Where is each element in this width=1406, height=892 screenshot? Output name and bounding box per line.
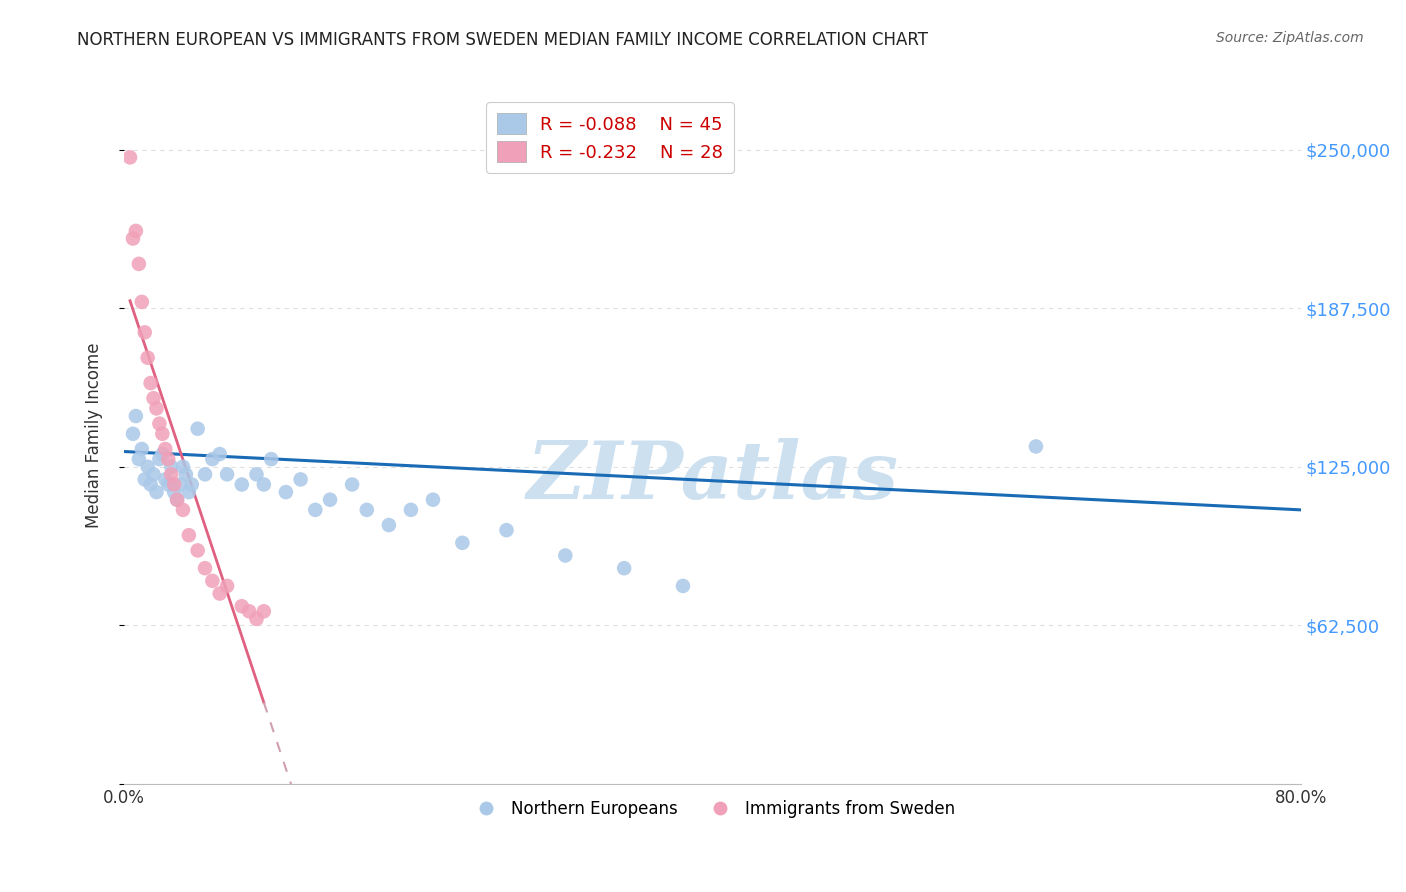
Point [194,467,217,482]
Point [174,467,197,482]
Point [180,477,202,491]
Point [155,472,177,486]
Point [157,477,180,491]
Point [172,503,194,517]
Point [148,417,170,431]
Point [131,442,153,456]
Point [139,376,162,390]
Point [201,452,224,467]
Point [125,409,148,423]
Point [125,224,148,238]
Point [131,294,153,309]
Point [201,574,224,588]
Point [163,477,186,491]
Point [155,442,177,456]
Point [554,549,576,563]
Point [166,492,188,507]
Point [290,472,312,486]
Text: Source: ZipAtlas.com: Source: ZipAtlas.com [1216,31,1364,45]
Point [245,612,267,626]
Point [208,447,231,461]
Text: ZIPatlas: ZIPatlas [526,438,898,516]
Point [169,477,191,491]
Point [150,426,173,441]
Point [187,422,209,436]
Point [166,492,188,507]
Point [177,485,200,500]
Point [231,599,253,614]
Point [274,485,297,500]
Point [172,459,194,474]
Point [613,561,636,575]
Point [157,452,180,467]
Point [148,452,170,467]
Point [245,467,267,482]
Point [122,426,145,441]
Point [128,257,150,271]
Point [118,150,141,164]
Point [150,447,173,461]
Point [136,459,159,474]
Point [304,503,326,517]
Point [177,528,200,542]
Point [238,604,260,618]
Point [208,586,231,600]
Text: NORTHERN EUROPEAN VS IMMIGRANTS FROM SWEDEN MEDIAN FAMILY INCOME CORRELATION CHA: NORTHERN EUROPEAN VS IMMIGRANTS FROM SWE… [77,31,928,49]
Point [451,536,474,550]
Point [378,518,401,533]
Point [672,579,695,593]
Point [319,492,342,507]
Point [187,543,209,558]
Point [253,477,276,491]
Point [260,452,283,467]
Point [139,477,162,491]
Point [160,467,183,482]
Point [217,579,239,593]
Point [340,477,363,491]
Point [422,492,444,507]
Point [142,391,165,405]
Point [134,472,156,486]
Point [399,503,422,517]
Point [495,523,517,537]
Point [122,231,145,245]
Point [142,467,165,482]
Point [134,326,156,340]
Point [217,467,239,482]
Point [160,459,183,474]
Point [128,452,150,467]
Point [253,604,276,618]
Point [163,485,186,500]
Y-axis label: Median Family Income: Median Family Income [86,343,103,528]
Point [231,477,253,491]
Point [194,561,217,575]
Legend: Northern Europeans, Immigrants from Sweden: Northern Europeans, Immigrants from Swed… [463,793,962,824]
Point [145,485,167,500]
Point [1025,440,1047,454]
Point [145,401,167,416]
Point [136,351,159,365]
Point [356,503,378,517]
